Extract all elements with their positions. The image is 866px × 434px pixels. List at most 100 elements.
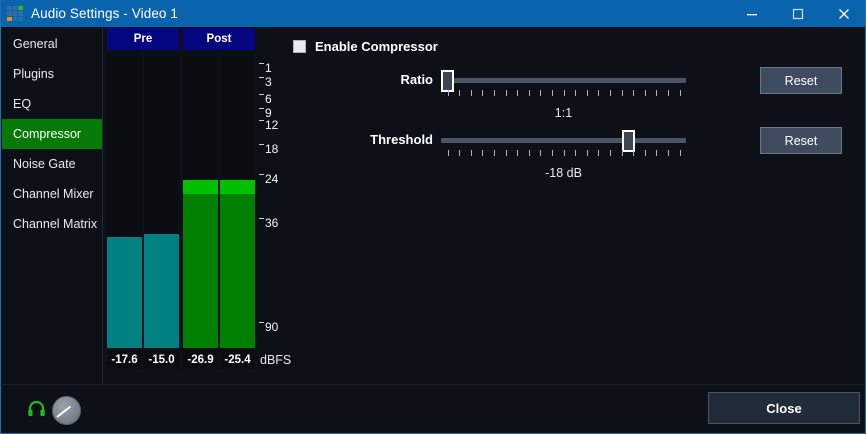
maximize-icon[interactable]: [775, 0, 821, 27]
headphones-icon[interactable]: [27, 400, 46, 422]
slider-tick: [540, 90, 542, 96]
slider-tick: [459, 90, 461, 96]
meter-scale-dash: [259, 144, 264, 146]
threshold-slider-handle[interactable]: [621, 130, 635, 152]
compressor-panel: Enable Compressor Ratio Reset 1:1 Thresh…: [289, 28, 864, 383]
meter-group-post: Post -26.9 -25.4: [183, 28, 255, 369]
slider-tick: [459, 150, 461, 156]
slider-tick: [621, 150, 623, 156]
minimize-icon[interactable]: [729, 0, 775, 27]
ratio-label: Ratio: [400, 72, 434, 87]
slider-tick: [633, 150, 635, 156]
meter-scale-dash: [259, 77, 264, 79]
slider-tick: [563, 150, 565, 156]
meter-scale-label: 12: [265, 117, 279, 132]
sidebar-item-channel-matrix[interactable]: Channel Matrix: [2, 209, 102, 239]
ratio-slider[interactable]: [441, 68, 686, 98]
slider-tick: [679, 90, 681, 96]
sidebar-item-plugins[interactable]: Plugins: [2, 59, 102, 89]
sidebar-item-general[interactable]: General: [2, 29, 102, 59]
slider-tick: [493, 150, 495, 156]
enable-compressor-row[interactable]: Enable Compressor: [293, 39, 438, 54]
meter-peak: [220, 179, 255, 194]
meter-scale-label: 6: [265, 91, 272, 106]
sidebar-item-compressor[interactable]: Compressor: [2, 119, 102, 149]
slider-tick: [528, 90, 530, 96]
sidebar-item-eq[interactable]: EQ: [2, 89, 102, 119]
close-icon[interactable]: [821, 0, 865, 27]
sidebar-item-noise-gate[interactable]: Noise Gate: [2, 149, 102, 179]
level-meters: Pre -17.6 -15.0 Post: [104, 28, 291, 383]
threshold-slider[interactable]: [441, 128, 686, 158]
meter-scale-dash: [259, 63, 264, 65]
meter-scale-tick: 24: [259, 173, 278, 185]
threshold-label: Threshold: [370, 132, 433, 147]
threshold-value: -18 dB: [545, 166, 582, 180]
slider-tick: [598, 150, 600, 156]
meter-scale-label: 36: [265, 216, 279, 231]
meter-peak: [183, 179, 218, 194]
sidebar-item-label: General: [13, 37, 58, 51]
slider-tick: [575, 90, 577, 96]
meter-bars-pre: [107, 51, 179, 348]
ratio-slider-ticks: [441, 90, 686, 97]
slider-tick: [621, 90, 623, 96]
meter-scale-dash: [259, 173, 264, 175]
meter-scale-tick: 90: [259, 321, 278, 333]
meter-bar: [220, 51, 255, 348]
threshold-slider-track[interactable]: [441, 138, 686, 143]
window-title: Audio Settings - Video 1: [31, 6, 178, 21]
sidebar-item-channel-mixer[interactable]: Channel Mixer: [2, 179, 102, 209]
enable-compressor-checkbox[interactable]: [293, 40, 306, 53]
threshold-reset-button[interactable]: Reset: [760, 127, 842, 154]
slider-tick: [586, 150, 588, 156]
window-controls: [729, 0, 865, 27]
slider-tick: [482, 90, 484, 96]
slider-tick: [551, 150, 553, 156]
meter-scale-tick: 6: [259, 93, 272, 105]
sidebar-item-label: Channel Matrix: [13, 217, 98, 231]
meter-values-post: -26.9 -25.4: [183, 350, 255, 369]
slider-tick: [644, 150, 646, 156]
slider-tick: [447, 150, 449, 156]
slider-tick: [609, 150, 611, 156]
monitor-volume-knob[interactable]: [52, 396, 81, 425]
slider-tick: [447, 90, 449, 96]
title-bar[interactable]: Audio Settings - Video 1: [1, 0, 865, 27]
meter-values-pre: -17.6 -15.0: [107, 350, 179, 369]
meter-bars-post: [183, 51, 255, 348]
meter-scale-dash: [259, 107, 264, 109]
meter-scale-dash: [259, 322, 264, 324]
meter-scale-label: 24: [265, 171, 279, 186]
meter-scale-tick: 3: [259, 76, 272, 88]
close-button[interactable]: Close: [708, 392, 860, 424]
meter-scale-dash: [259, 93, 264, 95]
meter-scale-label: 3: [265, 75, 272, 90]
threshold-control-row: Threshold Reset: [289, 127, 864, 156]
meter-fill: [183, 193, 218, 348]
ratio-reset-button[interactable]: Reset: [760, 67, 842, 94]
ratio-slider-handle[interactable]: [441, 70, 454, 92]
meter-scale-tick: 1: [259, 62, 272, 74]
slider-tick: [575, 150, 577, 156]
slider-tick: [470, 90, 472, 96]
slider-tick: [528, 150, 530, 156]
slider-tick: [598, 90, 600, 96]
sidebar-item-label: Compressor: [13, 127, 82, 141]
meter-value: -15.0: [144, 350, 179, 369]
sidebar-item-label: Plugins: [13, 67, 54, 81]
meter-bar: [183, 51, 218, 348]
threshold-slider-ticks: [441, 150, 686, 157]
ratio-value: 1:1: [554, 106, 573, 120]
meter-bar: [144, 51, 179, 348]
meter-value: -26.9: [183, 350, 218, 369]
sidebar-item-label: EQ: [13, 97, 32, 111]
slider-tick: [517, 150, 519, 156]
slider-tick: [505, 90, 507, 96]
meter-bar: [107, 51, 142, 348]
meter-fill: [107, 236, 142, 348]
ratio-slider-track[interactable]: [441, 78, 686, 83]
meter-units-label: dBFS: [260, 353, 292, 367]
slider-tick: [667, 150, 669, 156]
